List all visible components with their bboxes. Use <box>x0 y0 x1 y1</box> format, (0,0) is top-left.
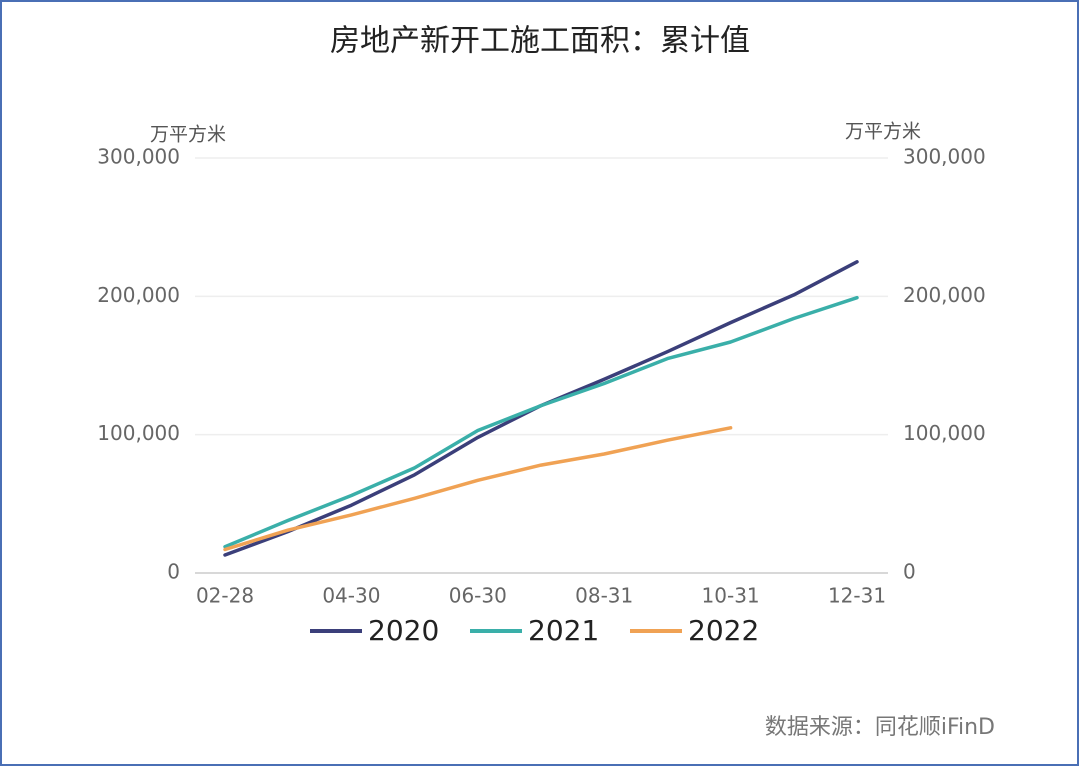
source-note: 数据来源：同花顺iFinD <box>765 715 995 740</box>
y-tick-label: 0 <box>167 560 180 584</box>
y-tick-label: 300,000 <box>97 145 180 169</box>
legend-label: 2020 <box>368 614 439 647</box>
x-tick-label: 06-30 <box>449 584 507 608</box>
x-tick-label: 10-31 <box>702 584 760 608</box>
series-line <box>223 260 859 557</box>
legend-label: 2021 <box>528 614 599 647</box>
series-line <box>223 295 859 549</box>
y-tick-label: 200,000 <box>97 283 180 307</box>
chart-title: 房地产新开工施工面积：累计值 <box>330 24 750 59</box>
y2-tick-label: 300,000 <box>903 145 986 169</box>
y2-tick-label: 200,000 <box>903 283 986 307</box>
series-line <box>223 426 733 552</box>
y-tick-label: 100,000 <box>97 421 180 445</box>
y2-tick-label: 0 <box>903 560 916 584</box>
y-axis-label: 万平方米 <box>150 124 226 146</box>
y2-axis-label: 万平方米 <box>845 121 921 143</box>
x-tick-label: 04-30 <box>322 584 380 608</box>
x-tick-label: 08-31 <box>575 584 633 608</box>
x-tick-label: 02-28 <box>196 584 254 608</box>
y2-tick-label: 100,000 <box>903 421 986 445</box>
legend-label: 2022 <box>688 614 759 647</box>
x-tick-label: 12-31 <box>828 584 886 608</box>
